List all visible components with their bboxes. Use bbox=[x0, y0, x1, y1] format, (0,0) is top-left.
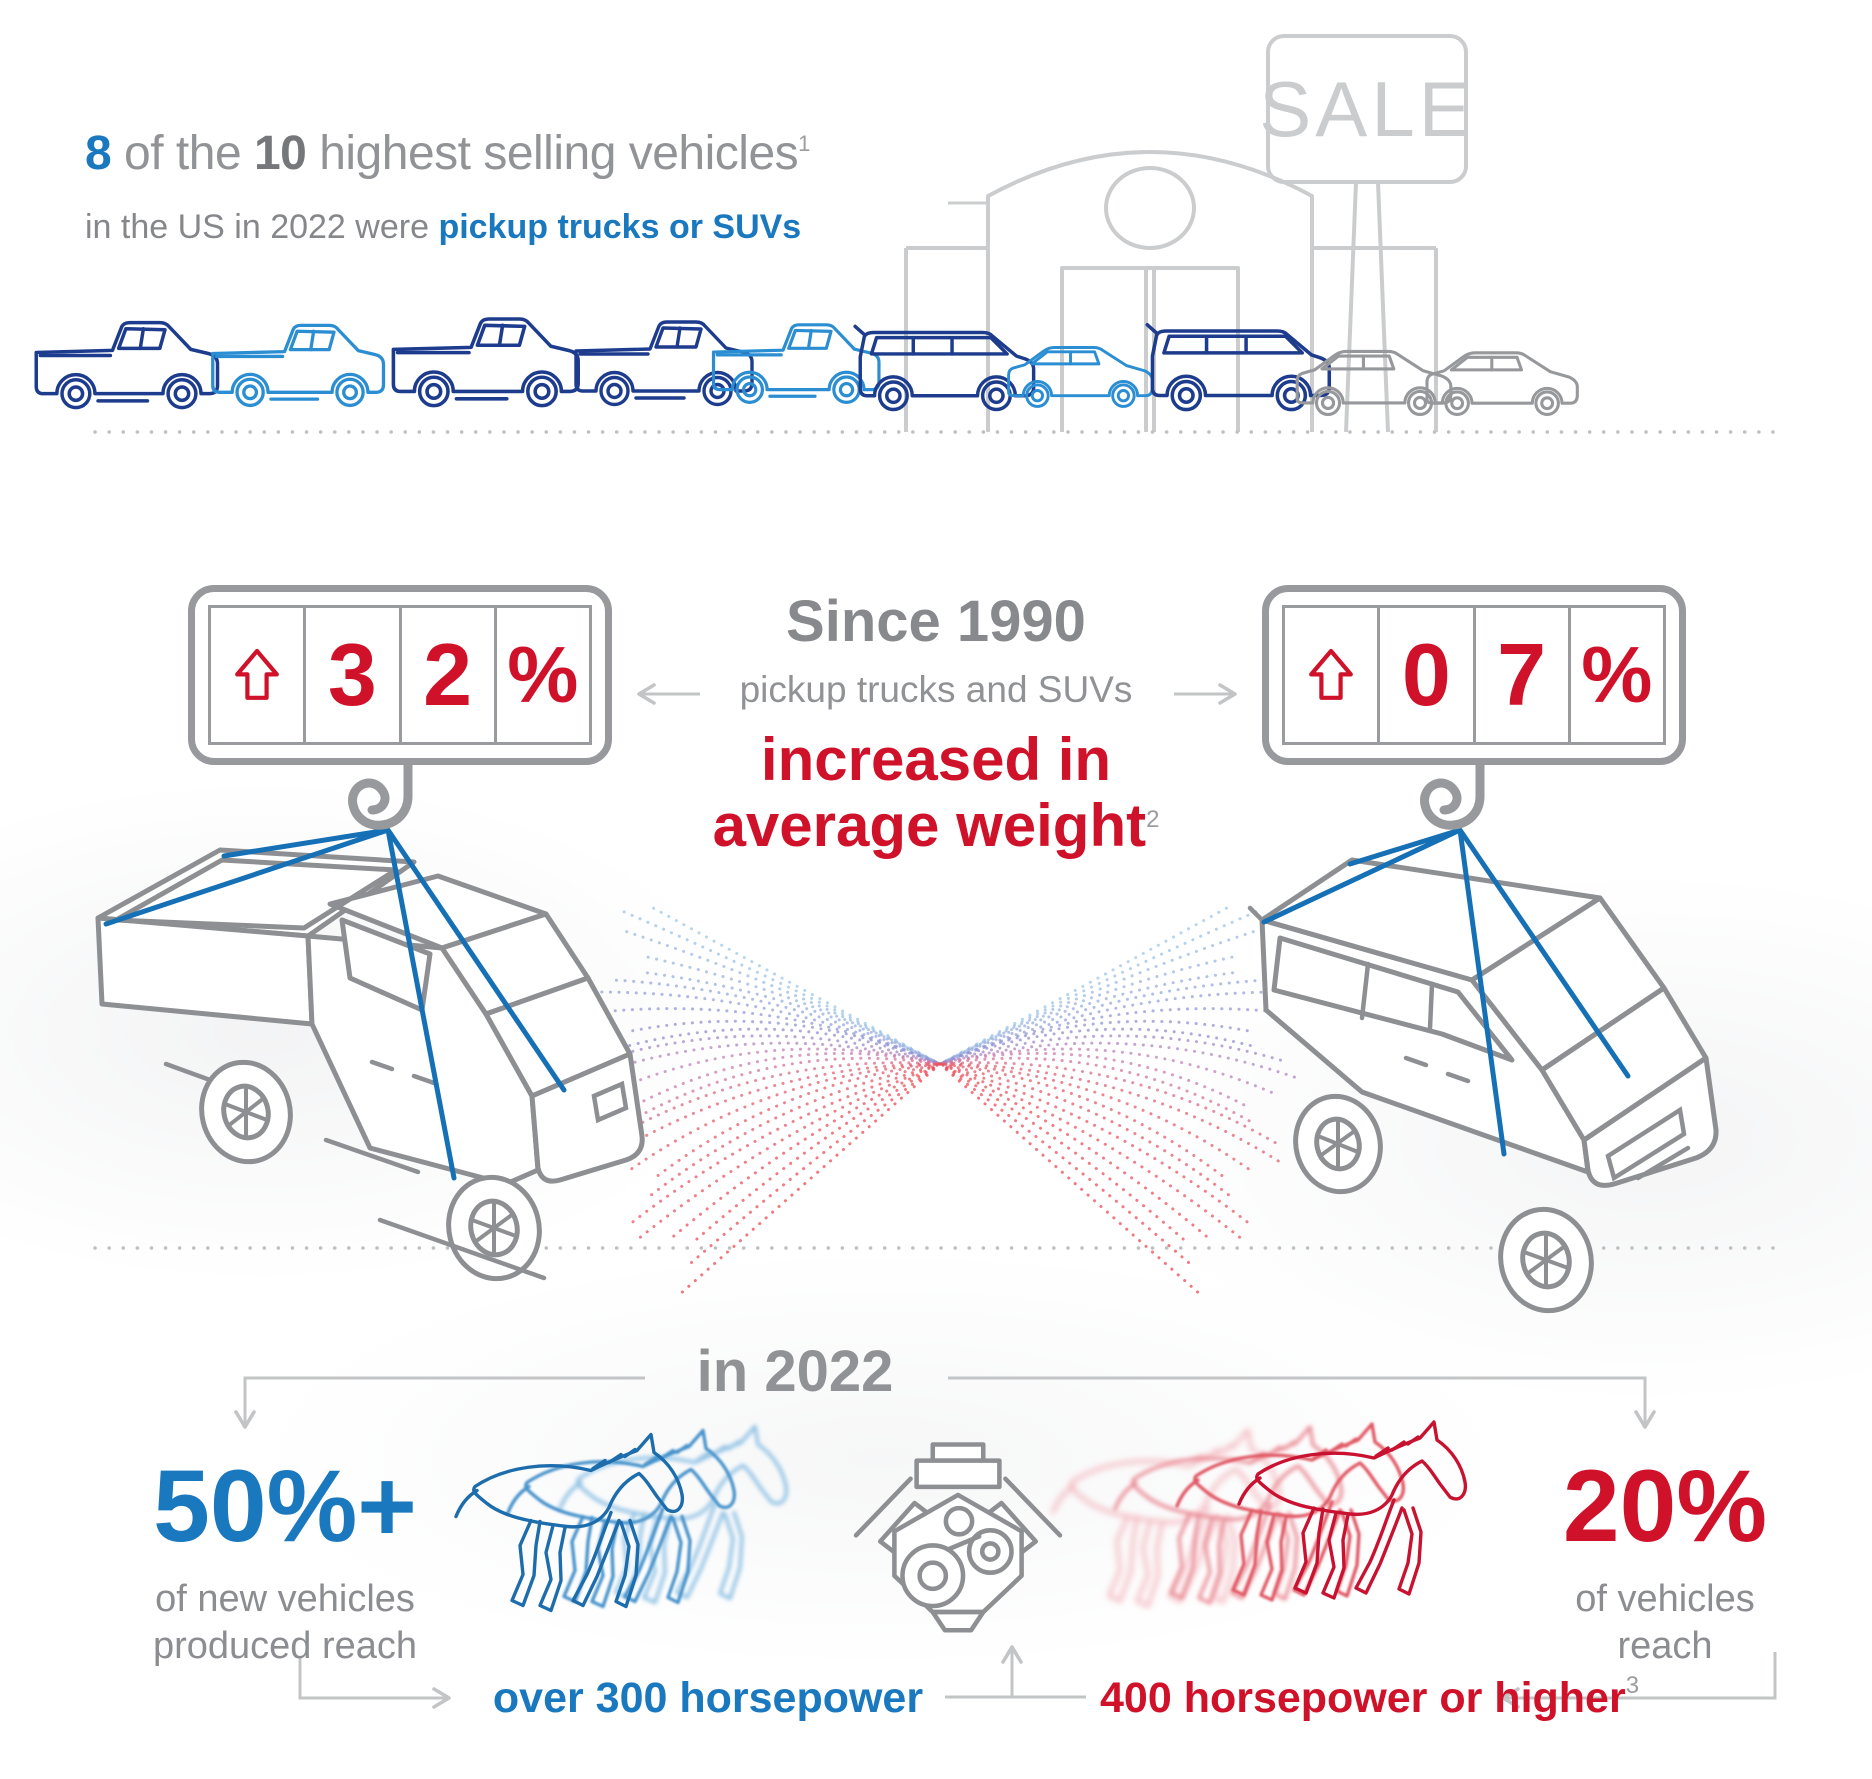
hp-left-caption: of new vehicles produced reach bbox=[100, 1576, 470, 1670]
weight-display-pickup-cells: 3 2 % bbox=[208, 605, 592, 745]
hp-title: in 2022 bbox=[696, 1339, 894, 1404]
weight-display-suv-cells: 0 7 % bbox=[1282, 605, 1666, 745]
pickup-sling-lines bbox=[103, 827, 567, 1181]
vehicle-pickup-icon bbox=[391, 317, 580, 408]
crane-hook-icon bbox=[348, 753, 413, 830]
weight-emphasis-line2: average weight bbox=[712, 792, 1147, 859]
hp-right-stat: 20% bbox=[1562, 1449, 1768, 1563]
vehicle-car-icon bbox=[1007, 346, 1154, 408]
suv-window-dividers bbox=[1359, 961, 1435, 1031]
headline-text-2: highest selling vehicles bbox=[306, 127, 799, 180]
sale-sign-pole bbox=[1344, 181, 1390, 433]
suv-sling-lines bbox=[1261, 827, 1631, 1157]
footnote-3: 3 bbox=[1625, 1671, 1640, 1699]
display-digit: 7 bbox=[1475, 605, 1571, 745]
hanging-suv-illustration bbox=[1247, 753, 1719, 1314]
suv-side-windows bbox=[1271, 935, 1515, 1063]
suv-door-handles bbox=[1403, 1055, 1471, 1084]
hp-400-label-text: 400 horsepower or higher bbox=[1100, 1674, 1626, 1722]
display-percent: % bbox=[1570, 605, 1666, 745]
pickup-door-handles bbox=[369, 1059, 437, 1086]
dealership-window-icon bbox=[1104, 166, 1196, 250]
hp-left-caption-line2: produced reach bbox=[152, 1625, 418, 1667]
weight-subtitle: pickup trucks and SUVs bbox=[739, 669, 1133, 710]
dealership-wings bbox=[904, 246, 1438, 432]
subline-prefix: in the US in 2022 were bbox=[85, 208, 439, 246]
headline-text: of the bbox=[111, 127, 254, 180]
weight-wave-pattern bbox=[584, 906, 1296, 1294]
weight-emphasis: increased in average weight2 bbox=[636, 727, 1236, 872]
weight-display-suv: 0 7 % bbox=[1262, 585, 1686, 765]
hanging-pickup-illustration bbox=[95, 753, 645, 1282]
subline: in the US in 2022 were pickup trucks or … bbox=[85, 208, 801, 247]
red-horses-icon bbox=[1051, 1420, 1468, 1608]
weight-emphasis-line1: increased in bbox=[760, 726, 1112, 793]
weight-center-text: Since 1990 pickup trucks and SUVs increa… bbox=[636, 588, 1236, 872]
display-digit: 3 bbox=[306, 605, 402, 745]
weight-display-pickup: 3 2 % bbox=[188, 585, 612, 765]
footnote-1: 1 bbox=[798, 131, 810, 157]
engine-icon bbox=[853, 1442, 1063, 1633]
hp-400-label: 400 horsepower or higher3 bbox=[1100, 1671, 1640, 1723]
vehicle-pickup-icon bbox=[574, 320, 754, 407]
display-percent: % bbox=[496, 605, 592, 745]
headline-stat-10: 10 bbox=[253, 127, 307, 180]
hp-left-stat: 50%+ bbox=[153, 1449, 417, 1563]
pickup-front-spokes bbox=[471, 1203, 517, 1253]
display-digit: 0 bbox=[1380, 605, 1476, 745]
pickup-bed-side bbox=[95, 915, 315, 1027]
hp-rail-right bbox=[948, 1376, 1656, 1429]
vehicle-pickup-icon bbox=[711, 323, 881, 404]
vehicle-pickup-icon bbox=[34, 320, 220, 410]
subline-bold: pickup trucks or SUVs bbox=[438, 208, 802, 246]
vehicle-suv-icon bbox=[1145, 323, 1332, 412]
suv-headlight-icon bbox=[1605, 1106, 1687, 1182]
sale-sign bbox=[1266, 34, 1468, 184]
weight-title: Since 1990 bbox=[786, 589, 1086, 654]
hp-elbow-left bbox=[298, 1656, 451, 1709]
hp-left-caption-line1: of new vehicles bbox=[155, 1578, 415, 1620]
display-digit: 2 bbox=[401, 605, 497, 745]
pickup-rear-spokes bbox=[224, 1088, 268, 1136]
hp-elbow-right bbox=[1501, 1652, 1777, 1709]
pickup-headlight-icon bbox=[591, 1080, 629, 1124]
suv-roof-flick bbox=[1247, 905, 1265, 923]
dealership-illustration: SALE bbox=[904, 34, 1474, 433]
hp-300-label: over 300 horsepower bbox=[492, 1674, 924, 1722]
hp-right-caption: of vehicles reach bbox=[1510, 1576, 1820, 1670]
headline: 8 of the 10 highest selling vehicles1 bbox=[85, 126, 810, 181]
vehicle-pickup-icon bbox=[211, 323, 386, 408]
headline-stat-8: 8 bbox=[85, 127, 112, 180]
hp-right-caption-line2: reach bbox=[1617, 1625, 1713, 1667]
crane-hook-icon bbox=[1420, 753, 1485, 830]
hp-rail-left bbox=[234, 1376, 645, 1429]
up-arrow-icon bbox=[1282, 605, 1381, 745]
sale-sign-label: SALE bbox=[1259, 65, 1474, 153]
suv-front-spokes bbox=[1523, 1235, 1569, 1285]
up-arrow-icon bbox=[208, 605, 307, 745]
footnote-2: 2 bbox=[1146, 805, 1160, 833]
suv-rear-spokes bbox=[1317, 1121, 1359, 1167]
pickup-ground-lines bbox=[163, 1061, 547, 1281]
hp-right-caption-line1: of vehicles bbox=[1575, 1578, 1755, 1620]
blue-horses-icon bbox=[454, 1424, 789, 1613]
suv-grille-line bbox=[1635, 1145, 1691, 1181]
vehicle-suv-icon bbox=[853, 324, 1036, 412]
